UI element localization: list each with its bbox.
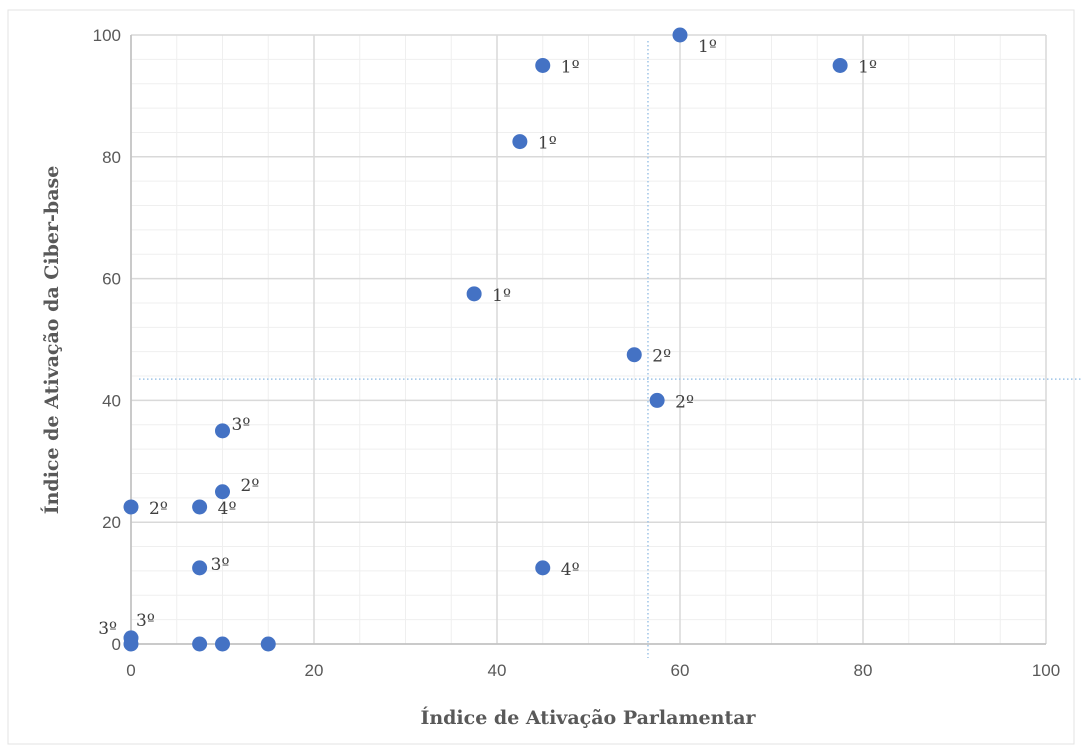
data-label: 2º xyxy=(149,499,168,519)
y-tick-label: 20 xyxy=(102,513,121,532)
data-label: 3º xyxy=(98,619,117,639)
data-point xyxy=(512,134,528,150)
grid xyxy=(130,34,1047,645)
data-label: 1º xyxy=(561,57,580,77)
data-point xyxy=(192,499,208,515)
data-point xyxy=(215,484,230,500)
data-label: 4º xyxy=(561,560,580,580)
x-tick-label: 40 xyxy=(488,661,507,680)
x-tick-label: 100 xyxy=(1032,661,1060,680)
data-point xyxy=(215,423,230,439)
data-point xyxy=(466,286,482,302)
data-point xyxy=(832,57,848,73)
y-tick-label: 0 xyxy=(112,635,121,654)
data-label: 1º xyxy=(858,57,877,77)
data-point xyxy=(192,560,208,576)
data-points xyxy=(123,27,848,652)
x-axis-title: Índice de Ativação Parlamentar xyxy=(420,706,756,729)
x-tick-label: 0 xyxy=(126,661,135,680)
data-label: 3º xyxy=(136,611,155,631)
data-point xyxy=(535,57,551,73)
x-tick-label: 60 xyxy=(671,661,690,680)
data-point xyxy=(260,636,276,652)
data-label: 2º xyxy=(675,392,694,412)
y-tick-label: 40 xyxy=(102,391,121,410)
data-point xyxy=(626,347,642,363)
data-label: 2º xyxy=(241,476,260,496)
chart-border xyxy=(7,9,1075,745)
axes: 0 20 40 60 80 100 0 20 40 60 80 100 xyxy=(93,26,1061,680)
reference-lines xyxy=(139,41,1081,658)
y-tick-label: 100 xyxy=(93,26,121,45)
data-label: 2º xyxy=(652,347,671,367)
data-point xyxy=(649,392,665,408)
y-axis-title: Índice de Ativação da Ciber-base xyxy=(40,166,63,515)
data-point xyxy=(672,27,688,43)
data-label: 1º xyxy=(538,134,557,154)
x-tick-label: 80 xyxy=(854,661,873,680)
data-label: 3º xyxy=(232,415,251,435)
x-tick-label: 20 xyxy=(305,661,324,680)
data-point xyxy=(192,636,208,652)
y-tick-label: 80 xyxy=(102,148,121,167)
data-point xyxy=(215,636,230,652)
data-point xyxy=(123,499,139,515)
data-point xyxy=(535,560,551,576)
data-label: 1º xyxy=(492,286,511,306)
y-tick-label: 60 xyxy=(102,270,121,289)
data-label: 4º xyxy=(218,499,237,519)
data-label: 1º xyxy=(698,37,717,57)
data-point xyxy=(123,636,139,652)
data-label: 3º xyxy=(211,555,230,575)
